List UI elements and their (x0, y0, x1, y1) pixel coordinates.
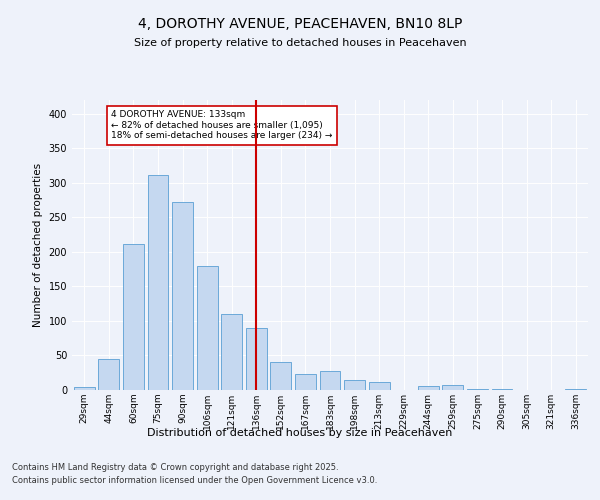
Bar (197, 266, 218, 390)
Bar (344, 380, 365, 390)
Bar (74, 386, 95, 390)
Text: Distribution of detached houses by size in Peacehaven: Distribution of detached houses by size … (148, 428, 452, 438)
Bar (98, 359, 119, 390)
Text: Contains public sector information licensed under the Open Government Licence v3: Contains public sector information licen… (12, 476, 377, 485)
Bar (442, 385, 463, 390)
Bar (295, 374, 316, 390)
Bar (246, 328, 267, 390)
Bar (271, 362, 292, 390)
Text: Contains HM Land Registry data © Crown copyright and database right 2025.: Contains HM Land Registry data © Crown c… (12, 464, 338, 472)
Text: 4 DOROTHY AVENUE: 133sqm
← 82% of detached houses are smaller (1,095)
18% of sem: 4 DOROTHY AVENUE: 133sqm ← 82% of detach… (112, 110, 332, 140)
Bar (221, 314, 242, 390)
Bar (368, 382, 389, 390)
Y-axis label: Number of detached properties: Number of detached properties (33, 163, 43, 327)
Bar (565, 388, 586, 390)
Bar (418, 386, 439, 390)
Bar (320, 372, 340, 390)
Bar (467, 388, 488, 390)
Bar (123, 244, 144, 390)
Text: 4, DOROTHY AVENUE, PEACEHAVEN, BN10 8LP: 4, DOROTHY AVENUE, PEACEHAVEN, BN10 8LP (138, 18, 462, 32)
Bar (172, 202, 193, 390)
Text: Size of property relative to detached houses in Peacehaven: Size of property relative to detached ho… (134, 38, 466, 48)
Bar (148, 174, 169, 390)
